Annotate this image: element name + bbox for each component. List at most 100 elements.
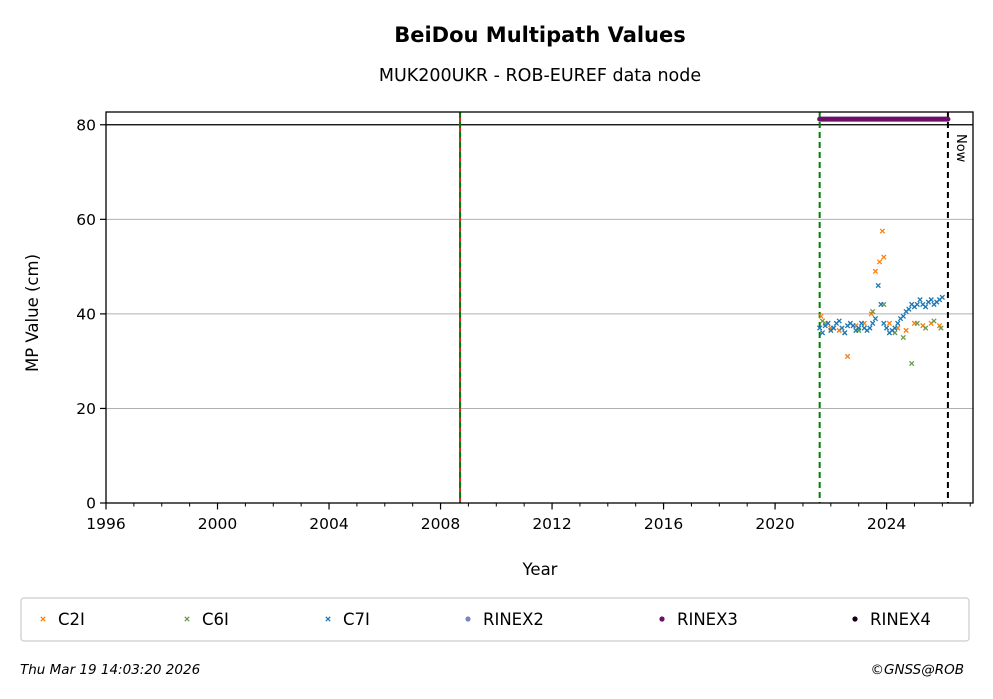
grid <box>106 124 973 409</box>
data-point <box>867 325 873 331</box>
y-tick-label: 40 <box>76 305 96 323</box>
data-point <box>906 306 912 312</box>
data-point <box>900 334 906 341</box>
marker-stroke <box>858 320 865 326</box>
marker-stroke <box>818 313 824 319</box>
legend-marker <box>852 616 858 622</box>
data-points <box>817 228 945 367</box>
x-tick-label: 2012 <box>532 515 571 533</box>
marker-stroke <box>872 268 879 274</box>
series-c7i <box>817 282 945 336</box>
legend-item-c7i: C7I <box>325 610 370 629</box>
marker-stroke <box>883 325 890 331</box>
legend-label: RINEX4 <box>870 610 931 629</box>
marker-stroke <box>844 353 851 360</box>
marker-stroke <box>875 282 881 289</box>
marker-stroke <box>869 320 876 326</box>
data-point <box>818 313 824 319</box>
legend-marker <box>465 616 471 622</box>
marker-stroke <box>817 325 823 331</box>
marker-stroke <box>920 301 926 308</box>
legend-item-rinex3: RINEX3 <box>659 610 738 629</box>
marker-stroke <box>922 304 929 310</box>
footer-timestamp: Thu Mar 19 14:03:20 2026 <box>20 662 200 678</box>
data-point <box>830 325 837 331</box>
now-label: Now <box>953 134 968 163</box>
marker-stroke <box>325 616 331 622</box>
data-point <box>914 301 920 308</box>
marker-stroke <box>819 330 826 336</box>
marker-stroke <box>909 301 915 308</box>
marker-stroke <box>909 360 915 367</box>
marker-stroke <box>842 330 848 336</box>
marker-stroke <box>184 616 190 622</box>
data-point <box>869 320 876 326</box>
legend-item-rinex4: RINEX4 <box>852 610 931 629</box>
reference-lines: Now <box>459 112 968 503</box>
marker-stroke <box>850 323 856 329</box>
marker-stroke <box>881 254 887 260</box>
marker-stroke <box>836 318 842 324</box>
data-point <box>876 259 883 265</box>
data-point <box>839 325 845 331</box>
marker-stroke <box>931 318 937 324</box>
data-point <box>917 297 923 303</box>
x-tick-label: 2000 <box>198 515 237 533</box>
marker-stroke <box>876 259 883 265</box>
legend-marker <box>40 616 46 622</box>
legend-marker <box>325 616 331 622</box>
marker-stroke <box>920 323 926 329</box>
marker-stroke <box>892 330 898 336</box>
data-point <box>881 254 887 260</box>
legend-label: C6I <box>202 610 229 629</box>
legend-item-rinex2: RINEX2 <box>465 610 544 629</box>
data-point <box>872 268 879 274</box>
data-point <box>931 318 937 324</box>
marker-stroke <box>847 320 853 326</box>
data-point <box>875 282 881 289</box>
marker-stroke <box>861 325 867 331</box>
marker-stroke <box>40 616 46 622</box>
data-point <box>817 325 823 331</box>
x-tick-label: 2024 <box>867 515 906 533</box>
data-point <box>872 315 879 322</box>
marker-stroke <box>819 318 826 324</box>
marker-stroke <box>939 294 945 300</box>
data-point <box>850 323 856 329</box>
legend-marker <box>659 616 665 622</box>
x-tick-label: 2004 <box>309 515 348 533</box>
data-point <box>909 360 915 367</box>
marker-stroke <box>936 323 943 329</box>
data-point <box>914 320 920 326</box>
chart-title: BeiDou Multipath Values <box>394 23 686 47</box>
marker-stroke <box>903 327 909 334</box>
data-point <box>939 294 945 300</box>
marker-stroke <box>839 325 845 331</box>
y-tick-label: 80 <box>76 116 96 134</box>
marker-stroke <box>830 325 837 331</box>
marker-stroke <box>900 313 906 319</box>
marker-stroke <box>879 228 886 234</box>
marker-stroke <box>869 308 876 315</box>
legend-item-c2i: C2I <box>40 610 85 629</box>
plot-frame <box>105 111 974 504</box>
legend: C2I C6I C7I RINEX2 RINEX3 RINEX4 <box>40 610 931 629</box>
data-point <box>869 308 876 315</box>
data-point <box>922 325 929 331</box>
y-tick-label: 20 <box>76 400 96 418</box>
data-point <box>825 320 831 326</box>
axis-ticks: 0 20 40 60 80 1996 2000 2004 2008 2012 2016 2020 202… <box>76 116 971 533</box>
plot-area <box>106 112 973 503</box>
y-tick-label: 0 <box>86 495 96 513</box>
marker-stroke <box>914 320 920 326</box>
legend-item-c6i: C6I <box>184 610 229 629</box>
footer-credit: ©GNSS@ROB <box>871 662 965 678</box>
marker-stroke <box>938 325 944 331</box>
marker-stroke <box>922 325 929 331</box>
marker-stroke <box>906 306 912 312</box>
x-tick-label: 1996 <box>86 515 125 533</box>
marker-stroke <box>856 325 862 331</box>
x-tick-label: 2008 <box>421 515 460 533</box>
y-axis-label: MP Value (cm) <box>23 254 42 372</box>
data-point <box>856 325 862 331</box>
